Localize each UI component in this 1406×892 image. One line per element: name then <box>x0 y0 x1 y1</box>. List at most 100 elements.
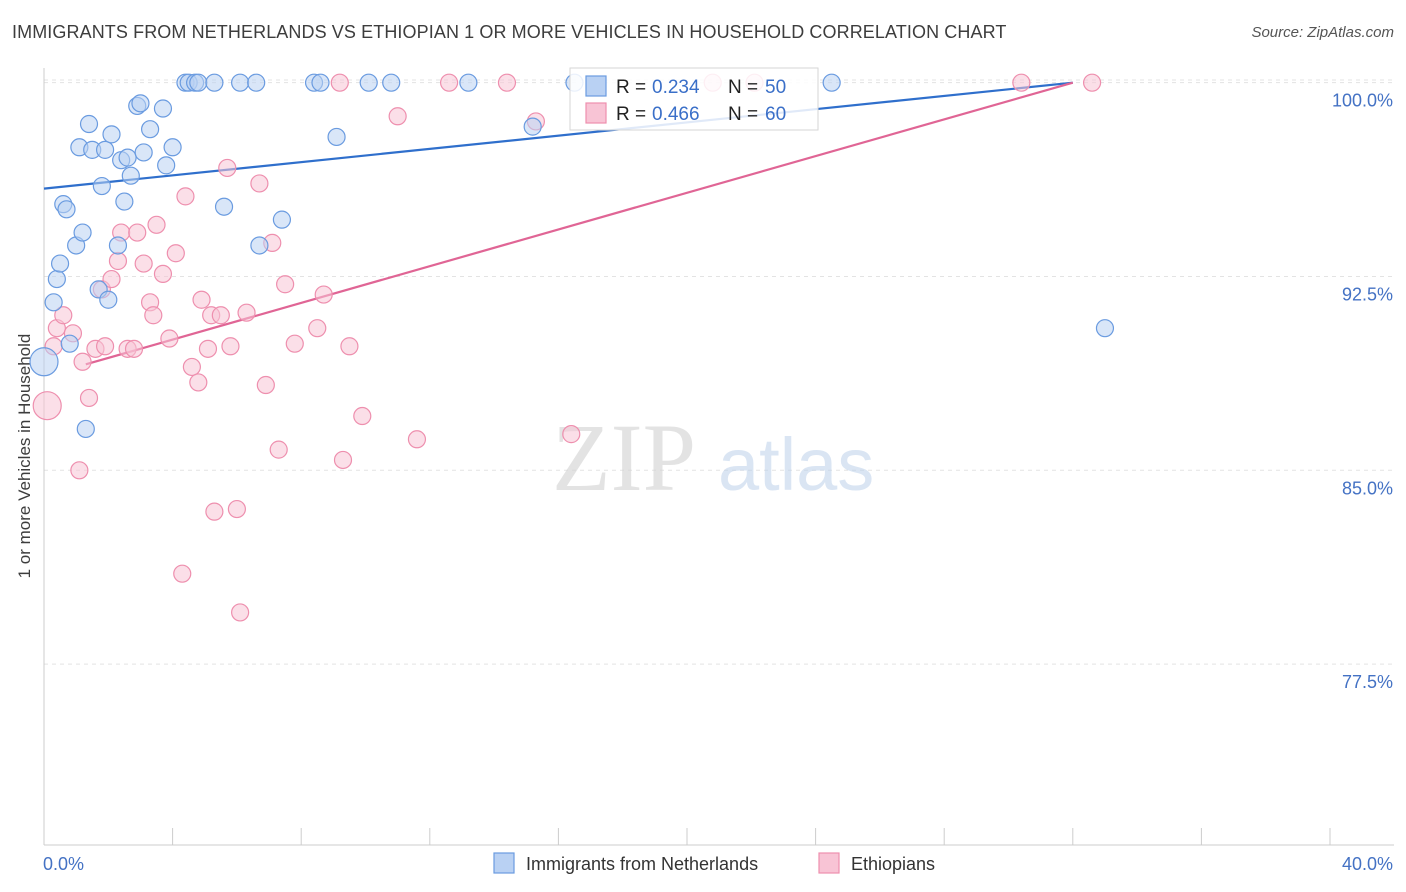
y-axis-label: 1 or more Vehicles in Household <box>15 334 34 579</box>
netherlands-point-35 <box>214 197 234 216</box>
ethiopians-point-12 <box>108 251 128 271</box>
stats-legend: R = 0.234 N = 50 R = 0.466 N = 60 <box>569 67 819 131</box>
legend-n-label-1: N = <box>728 77 758 98</box>
ethiopians-point-51 <box>407 430 427 449</box>
ethiopians-point-0 <box>32 391 62 421</box>
series-swatch-ethiopians <box>818 852 840 874</box>
ethiopians-point-11 <box>102 269 121 289</box>
ethiopians-point-21 <box>153 264 173 284</box>
netherlands-point-15 <box>95 140 115 159</box>
svg-text:atlas: atlas <box>718 423 874 506</box>
ethiopians-point-26 <box>182 357 201 377</box>
ethiopians-point-39 <box>256 375 275 395</box>
netherlands-point-36 <box>231 73 250 92</box>
ethiopians-point-47 <box>333 450 353 470</box>
y-tick-label-1: 92.5% <box>1342 284 1393 304</box>
trend-lines <box>43 81 1074 366</box>
zipatlas-watermark: ZIP atlas <box>552 404 874 511</box>
svg-text:ZIP: ZIP <box>552 404 696 511</box>
netherlands-point-9 <box>73 223 92 242</box>
ethiopians-point-50 <box>388 107 407 126</box>
netherlands-point-25 <box>134 143 153 162</box>
netherlands-point-48 <box>822 73 841 92</box>
trend-line-0 <box>43 81 1073 190</box>
netherlands-point-18 <box>108 236 128 255</box>
legend-swatch-ethiopians <box>585 102 607 124</box>
netherlands-point-44 <box>382 73 401 92</box>
ethiopians-point-31 <box>205 502 224 521</box>
legend-n-label-2: N = <box>728 104 758 125</box>
ethiopians-point-27 <box>189 373 208 392</box>
x-tick-label-max: 40.0% <box>1342 854 1393 874</box>
netherlands-point-1 <box>44 293 63 312</box>
ethiopians-point-10 <box>95 337 115 356</box>
ethiopians-point-17 <box>134 254 153 273</box>
ethiopians-point-25 <box>176 187 195 206</box>
netherlands-point-41 <box>311 73 330 92</box>
y-tick-label-0: 100.0% <box>1332 91 1393 111</box>
netherlands-point-22 <box>121 166 140 185</box>
ethiopians-point-35 <box>227 499 246 519</box>
ethiopians-point-32 <box>211 306 230 325</box>
legend-r-value-1: 0.234 <box>652 77 700 98</box>
netherlands-point-3 <box>50 254 70 273</box>
legend-n-value-2: 60 <box>765 104 786 125</box>
netherlands-point-17 <box>102 125 121 144</box>
ethiopians-point-16 <box>128 223 147 242</box>
ethiopians-point-24 <box>173 564 192 583</box>
ethiopians-point-41 <box>269 440 288 459</box>
netherlands-point-20 <box>115 192 134 211</box>
ethiopians-point-46 <box>330 73 349 92</box>
ethiopians-point-20 <box>147 215 166 234</box>
ethiopians-point-55 <box>562 425 581 444</box>
legend-r-label-2: R = <box>616 104 646 125</box>
netherlands-point-27 <box>153 99 173 118</box>
legend-r-value-2: 0.466 <box>652 104 700 125</box>
ethiopians-point-49 <box>353 406 372 426</box>
y-tick-label-2: 85.0% <box>1342 478 1393 498</box>
axes: 100.0% 92.5% 85.0% 77.5% <box>43 68 1394 846</box>
netherlands-point-38 <box>250 236 269 255</box>
ethiopians-point-38 <box>250 174 269 193</box>
netherlands-point-39 <box>272 210 292 229</box>
ethiopians-point-59 <box>1082 73 1102 92</box>
ethiopians-points <box>32 73 1102 622</box>
ethiopians-point-6 <box>73 352 92 371</box>
ethiopians-point-33 <box>218 158 237 178</box>
ethiopians-point-22 <box>160 329 179 348</box>
netherlands-point-49 <box>1095 319 1115 338</box>
netherlands-point-34 <box>205 73 224 92</box>
legend-swatch-netherlands <box>585 75 607 97</box>
ethiopians-point-58 <box>1012 73 1031 92</box>
ethiopians-point-44 <box>308 319 327 338</box>
netherlands-point-24 <box>131 94 150 113</box>
netherlands-point-11 <box>79 114 99 134</box>
netherlands-point-45 <box>459 73 478 92</box>
netherlands-point-33 <box>189 73 208 92</box>
ethiopians-point-15 <box>124 339 144 358</box>
netherlands-point-2 <box>47 269 66 289</box>
x-tick-label-min: 0.0% <box>43 854 84 874</box>
chart-title: IMMIGRANTS FROM NETHERLANDS VS ETHIOPIAN… <box>12 22 1007 42</box>
ethiopians-point-5 <box>70 461 89 480</box>
chart-source: Source: ZipAtlas.com <box>1251 24 1394 41</box>
netherlands-point-29 <box>163 138 182 157</box>
series-label-netherlands: Immigrants from Netherlands <box>526 854 758 874</box>
netherlands-point-42 <box>327 127 346 147</box>
ethiopians-point-42 <box>276 275 295 294</box>
netherlands-point-14 <box>92 176 111 196</box>
ethiopians-point-28 <box>192 290 211 309</box>
netherlands-point-43 <box>359 73 378 92</box>
netherlands-point-5 <box>57 200 76 219</box>
netherlands-point-6 <box>60 334 79 353</box>
legend-n-value-1: 50 <box>765 77 786 98</box>
series-label-ethiopians: Ethiopians <box>851 854 935 874</box>
ethiopians-point-53 <box>497 73 517 92</box>
ethiopians-point-37 <box>237 303 256 322</box>
ethiopians-point-45 <box>314 285 333 304</box>
y-tick-label-3: 77.5% <box>1342 672 1393 692</box>
ethiopians-point-36 <box>231 603 250 622</box>
ethiopians-point-34 <box>221 337 240 356</box>
ethiopians-point-23 <box>166 244 185 263</box>
ethiopians-point-7 <box>79 388 99 408</box>
